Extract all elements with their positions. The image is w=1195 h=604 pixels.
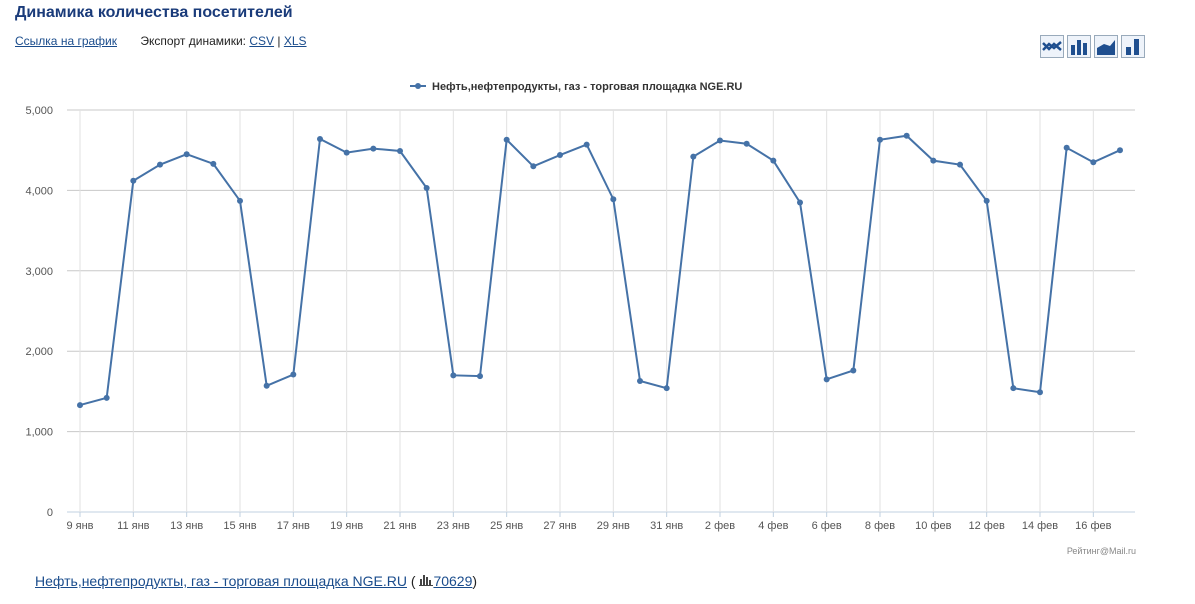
data-point	[770, 157, 777, 164]
x-tick-label: 11 янв	[117, 520, 150, 532]
data-point	[957, 161, 963, 168]
data-point	[183, 151, 190, 158]
x-tick-label: 9 янв	[66, 520, 93, 532]
data-point	[1063, 144, 1070, 151]
data-point	[797, 199, 803, 206]
data-point	[903, 132, 910, 139]
chart-link[interactable]: Ссылка на график	[15, 34, 117, 48]
area-icon[interactable]	[1094, 35, 1118, 58]
data-point	[530, 163, 537, 170]
legend-marker	[415, 83, 421, 89]
csv-link[interactable]: CSV	[249, 34, 275, 48]
data-point	[210, 160, 217, 167]
x-tick-label: 27 янв	[543, 520, 576, 532]
x-tick-label: 29 янв	[597, 520, 630, 532]
data-point	[477, 373, 483, 380]
data-point	[557, 152, 563, 159]
data-point	[877, 136, 883, 143]
chart: Рейтинг@Mail.ru 0 1,000 2,000 3,000 4,000 5,0…	[25, 81, 1136, 556]
y-tick-label: 3,000	[25, 266, 53, 278]
x-tick-label: 16 фев	[1075, 520, 1111, 532]
x-tick-label: 21 янв	[383, 520, 416, 532]
data-point	[263, 382, 270, 389]
count-link[interactable]: 70629	[433, 573, 473, 589]
data-point	[690, 153, 697, 160]
chart-type-icons	[1040, 35, 1145, 58]
data-point	[423, 184, 430, 191]
site-link[interactable]: Нефть,нефтепродукты, газ - торговая площ…	[35, 573, 407, 589]
x-tick-label: 19 янв	[330, 520, 363, 532]
data-point	[583, 141, 590, 148]
column-icon[interactable]	[1121, 35, 1145, 58]
y-tick-label: 1,000	[25, 427, 53, 439]
x-tick-label: 2 фев	[705, 520, 735, 532]
x-tick-label: 31 янв	[650, 520, 683, 532]
data-point	[663, 385, 670, 392]
x-tick-label: 23 янв	[437, 520, 470, 532]
separator: |	[277, 34, 281, 48]
link-row: Ссылка на график Экспорт динамики: CSV |…	[15, 34, 307, 48]
data-point	[637, 377, 643, 384]
x-tick-label: 13 янв	[170, 520, 203, 532]
x-tick-label: 14 фев	[1022, 520, 1058, 532]
x-tick-label: 10 фев	[915, 520, 951, 532]
data-point	[1037, 389, 1043, 396]
credit: Рейтинг@Mail.ru	[1067, 546, 1136, 556]
paren-open: (	[410, 573, 416, 589]
data-point	[157, 161, 163, 168]
x-tick-label: 17 янв	[277, 520, 310, 532]
footer: Нефть,нефтепродукты, газ - торговая площ…	[35, 573, 477, 589]
xls-link[interactable]: XLS	[283, 34, 307, 48]
data-point	[717, 137, 723, 144]
y-tick-label: 0	[47, 507, 53, 519]
data-point	[343, 149, 350, 156]
x-tick-label: 8 фев	[865, 520, 895, 532]
legend-label: Нефть,нефтепродукты, газ - торговая площ…	[432, 81, 742, 93]
data-point	[1090, 159, 1097, 166]
export-label: Экспорт динамики:	[140, 34, 247, 48]
x-tick-label: 25 янв	[490, 520, 523, 532]
data-point	[370, 145, 377, 152]
stats-icon	[419, 575, 434, 586]
x-tick-label: 4 фев	[758, 520, 788, 532]
data-point	[237, 197, 243, 204]
data-point	[397, 148, 403, 155]
data-point	[130, 177, 137, 184]
data-point	[983, 197, 990, 204]
data-point	[290, 371, 297, 378]
data-point	[823, 376, 830, 383]
data-point	[930, 157, 937, 164]
page-title: Динамика количества посетителей	[15, 4, 293, 21]
y-tick-label: 5,000	[25, 105, 53, 117]
bar-icon[interactable]	[1067, 35, 1091, 58]
series-line	[79, 134, 1121, 407]
data-point	[850, 367, 857, 374]
x-tick-label: 12 фев	[969, 520, 1005, 532]
line-icon[interactable]	[1040, 35, 1064, 58]
y-tick-label: 4,000	[25, 185, 53, 197]
y-tick-label: 2,000	[25, 346, 53, 358]
data-point	[103, 394, 110, 401]
data-point	[450, 372, 457, 379]
data-point	[503, 136, 510, 143]
data-point	[77, 402, 83, 409]
data-point	[1117, 147, 1123, 154]
data-point	[317, 135, 323, 142]
data-point	[743, 140, 750, 147]
data-point	[610, 196, 617, 203]
x-tick-label: 15 янв	[223, 520, 256, 532]
paren-close: )	[472, 573, 478, 589]
data-point	[1010, 385, 1017, 392]
x-tick-label: 6 фев	[812, 520, 842, 532]
